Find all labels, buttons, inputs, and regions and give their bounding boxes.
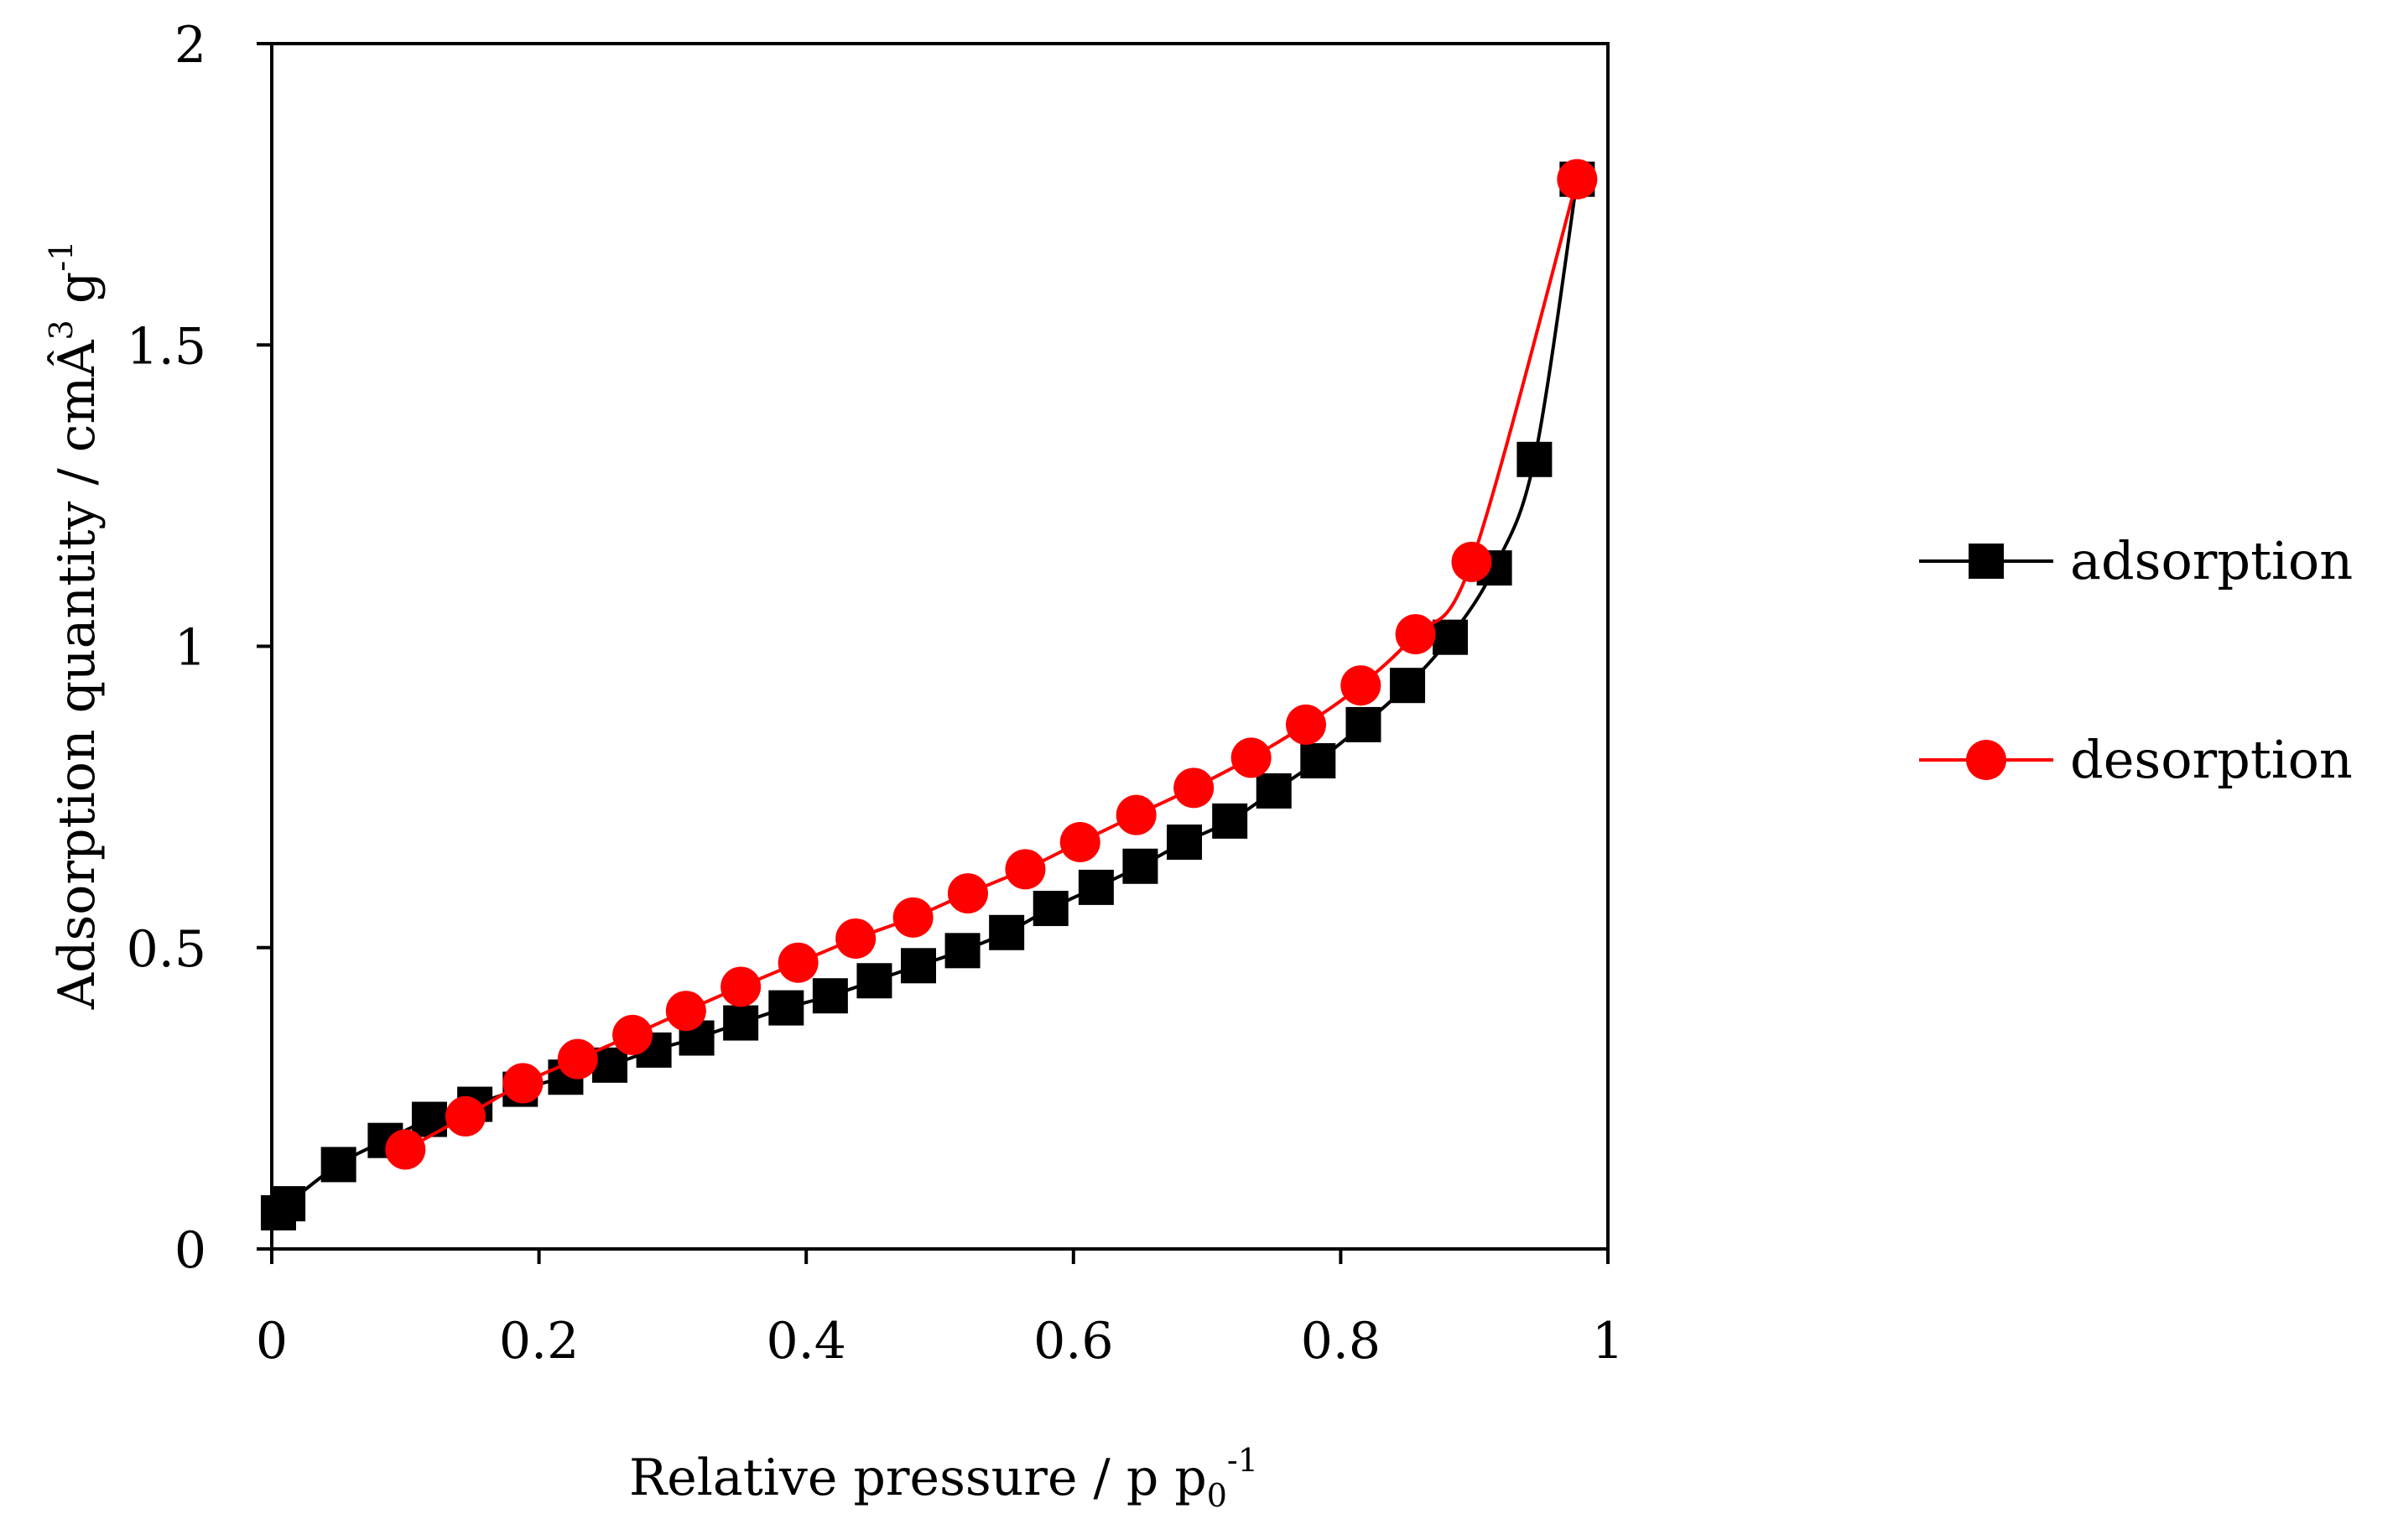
data-point-desorption: [557, 1038, 598, 1080]
data-point-desorption: [1557, 159, 1598, 200]
data-point-adsorption: [989, 914, 1025, 950]
data-point-adsorption: [1300, 743, 1336, 779]
x-tick-label: 1: [1592, 1312, 1624, 1371]
data-point-adsorption: [812, 978, 848, 1014]
y-axis-title-sup1: 3: [43, 320, 80, 340]
x-tick-label: 0.4: [766, 1312, 845, 1371]
x-tick-label: 0: [256, 1312, 288, 1371]
data-point-adsorption: [1345, 706, 1381, 742]
y-axis-title-sup2: -1: [43, 241, 80, 272]
data-point-adsorption: [320, 1147, 356, 1183]
data-point-adsorption: [768, 990, 804, 1026]
data-point-desorption: [665, 991, 706, 1032]
x-axis-title: Relative pressure / p p0-1: [629, 1442, 1258, 1514]
data-point-desorption: [385, 1129, 426, 1170]
data-point-adsorption: [944, 933, 981, 969]
data-point-desorption: [892, 897, 934, 938]
legend-marker-desorption: [1966, 740, 2006, 780]
data-point-adsorption: [1122, 848, 1158, 884]
data-point-desorption: [1005, 849, 1046, 890]
legend-item-adsorption: adsorption: [1919, 530, 2353, 591]
data-point-desorption: [721, 966, 762, 1007]
y-tick-label: 1: [174, 619, 206, 678]
data-point-desorption: [502, 1063, 544, 1104]
data-point-desorption: [1340, 665, 1381, 706]
y-tick-label: 2: [174, 16, 206, 75]
data-point-desorption: [947, 873, 988, 914]
x-tick-label: 0.8: [1301, 1312, 1381, 1371]
x-axis-title-sup: -1: [1227, 1442, 1258, 1479]
data-point-desorption: [1230, 737, 1272, 778]
data-point-adsorption: [1078, 869, 1114, 905]
data-point-adsorption: [1390, 668, 1426, 704]
data-point-adsorption: [1433, 619, 1469, 655]
data-point-desorption: [1173, 767, 1215, 809]
series-line-desorption: [404, 179, 1579, 1152]
data-point-adsorption: [1516, 441, 1553, 477]
legend: adsorption desorption: [1919, 530, 2353, 790]
x-axis-title-sub: 0: [1207, 1477, 1227, 1514]
data-point-desorption: [1395, 614, 1436, 655]
data-point-desorption: [778, 942, 819, 983]
data-point-adsorption: [270, 1186, 306, 1222]
data-point-desorption: [1059, 822, 1100, 863]
data-point-desorption: [612, 1014, 653, 1055]
y-tick-label: 0.5: [127, 920, 206, 979]
data-point-adsorption: [856, 963, 892, 999]
legend-label-adsorption: adsorption: [2070, 530, 2353, 591]
data-point-adsorption: [411, 1101, 447, 1137]
x-tick-label: 0.6: [1033, 1312, 1113, 1371]
data-point-desorption: [835, 918, 877, 959]
legend-item-desorption: desorption: [1919, 729, 2353, 790]
data-point-adsorption: [1212, 803, 1248, 839]
y-axis-title-main: Adsorption quantity / cmÂ: [47, 340, 107, 1011]
data-point-adsorption: [723, 1005, 759, 1041]
legend-label-desorption: desorption: [2070, 729, 2353, 790]
y-axis-title-mid: g: [48, 272, 107, 320]
y-tick-label: 1.5: [127, 317, 206, 376]
legend-marker-adsorption: [1969, 544, 2004, 579]
x-tick-label: 0.2: [499, 1312, 579, 1371]
y-tick-label: 0: [174, 1221, 206, 1280]
data-point-desorption: [1451, 541, 1492, 582]
data-point-adsorption: [1033, 891, 1069, 927]
data-point-adsorption: [592, 1047, 628, 1083]
data-point-desorption: [1116, 794, 1157, 835]
series-layer: [260, 159, 1598, 1230]
series-line-adsorption: [277, 179, 1579, 1215]
data-point-desorption: [1285, 704, 1326, 745]
data-point-adsorption: [1256, 773, 1292, 809]
data-point-desorption: [445, 1095, 486, 1137]
y-axis-title: Adsorption quantity / cmÂ3 g-1: [43, 241, 107, 1011]
x-axis-title-main: Relative pressure / p p: [629, 1449, 1207, 1507]
tick-layer: 0 0.2 0.4 0.6 0.8 1 0 0.5 1 1.5 2: [127, 16, 1625, 1371]
data-point-adsorption: [1167, 825, 1203, 861]
data-point-adsorption: [901, 948, 937, 984]
